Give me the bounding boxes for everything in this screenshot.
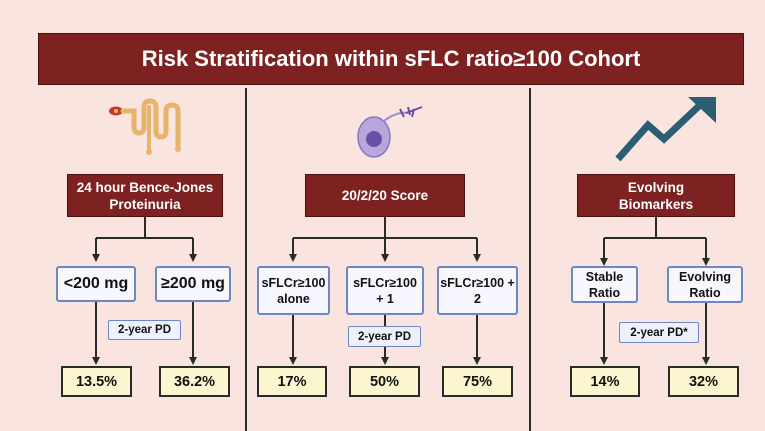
panel-divider-left <box>245 88 247 431</box>
diagram-title: Risk Stratification within sFLC ratio≥10… <box>38 33 744 85</box>
pd-label: 2-year PD <box>348 326 421 347</box>
category-stable-ratio: Stable Ratio <box>571 266 638 303</box>
category-sflcr-plus-2: sFLCr≥100 + 2 <box>437 266 518 315</box>
kidney-icon <box>109 98 181 155</box>
result-sflcr-plus-1: 50% <box>349 366 420 397</box>
result-sflcr-alone: 17% <box>257 366 327 397</box>
pd-label: 2-year PD* <box>619 322 699 343</box>
panel-divider-right <box>529 88 531 431</box>
result-under-200mg: 13.5% <box>61 366 132 397</box>
header-evolving-biomarkers: Evolving Biomarkers <box>577 174 735 217</box>
header-20-2-20-score: 20/2/20 Score <box>305 174 465 217</box>
result-evolving-ratio: 32% <box>668 366 739 397</box>
category-sflcr-plus-1: sFLCr≥100 + 1 <box>346 266 424 315</box>
trend-up-arrow-icon <box>615 97 716 162</box>
result-over-200mg: 36.2% <box>159 366 230 397</box>
plasma-cell-icon <box>357 106 423 158</box>
category-under-200mg: <200 mg <box>56 266 136 302</box>
category-sflcr-alone: sFLCr≥100 alone <box>257 266 330 315</box>
result-stable-ratio: 14% <box>570 366 640 397</box>
result-sflcr-plus-2: 75% <box>442 366 513 397</box>
pd-label: 2-year PD <box>108 320 181 340</box>
category-evolving-ratio: Evolving Ratio <box>667 266 743 303</box>
category-over-200mg: ≥200 mg <box>155 266 231 302</box>
header-bence-jones: 24 hour Bence-Jones Proteinuria <box>67 174 223 217</box>
